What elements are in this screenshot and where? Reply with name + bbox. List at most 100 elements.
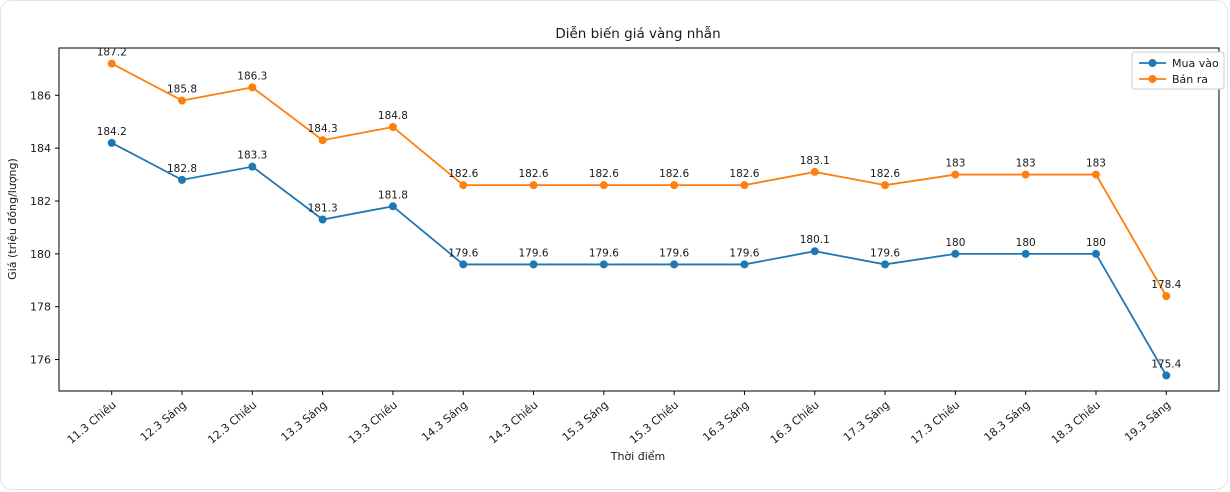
data-point-marker bbox=[459, 260, 468, 269]
data-point-marker bbox=[670, 181, 679, 190]
y-axis-ticks: 176 178 180 182 184 186 bbox=[30, 89, 59, 367]
data-point-marker bbox=[1021, 249, 1030, 258]
data-point-marker bbox=[178, 175, 187, 184]
data-point-label: 184.3 bbox=[308, 123, 338, 135]
series-bán-ra: 187.2 185.8 186.3 184.3 184.8 182.6 182.6 182.6… bbox=[97, 47, 1182, 301]
x-tick-label: 15.3 Sáng bbox=[560, 398, 611, 444]
data-point-label: 182.6 bbox=[448, 168, 478, 180]
data-point-marker bbox=[178, 96, 187, 105]
x-tick-label: 16.3 Chiều bbox=[768, 398, 822, 446]
data-point-marker bbox=[318, 136, 327, 145]
legend-marker-mua-vao bbox=[1148, 59, 1157, 67]
data-point-marker bbox=[529, 260, 538, 269]
legend: Mua vào Bán ra bbox=[1131, 51, 1225, 90]
x-tick-label: 15.3 Chiều bbox=[627, 398, 681, 446]
x-tick-label: 14.3 Chiều bbox=[487, 398, 541, 446]
data-point-label: 185.8 bbox=[167, 84, 197, 96]
data-point-label: 187.2 bbox=[97, 47, 127, 59]
y-tick-label: 182 bbox=[30, 195, 51, 208]
data-point-marker bbox=[248, 83, 257, 92]
data-point-label: 180 bbox=[1086, 237, 1106, 249]
data-point-marker bbox=[318, 215, 327, 224]
data-point-label: 175.4 bbox=[1151, 358, 1181, 370]
x-tick-label: 12.3 Sáng bbox=[138, 398, 189, 444]
data-point-marker bbox=[459, 181, 468, 190]
y-tick-label: 176 bbox=[30, 354, 51, 367]
data-point-label: 179.6 bbox=[589, 247, 619, 259]
data-point-marker bbox=[881, 181, 890, 190]
data-point-label: 183 bbox=[1016, 158, 1036, 170]
data-point-marker bbox=[810, 247, 819, 256]
x-tick-label: 17.3 Sáng bbox=[841, 398, 892, 444]
y-tick-label: 186 bbox=[30, 89, 51, 102]
data-point-marker bbox=[107, 138, 116, 147]
data-point-marker bbox=[599, 181, 608, 190]
data-point-marker bbox=[951, 249, 960, 258]
data-point-label: 183.1 bbox=[800, 155, 830, 167]
y-tick-label: 180 bbox=[30, 248, 51, 261]
data-point-label: 182.6 bbox=[519, 168, 549, 180]
data-point-label: 182.6 bbox=[659, 168, 689, 180]
y-axis-title: Giá (triệu đồng/lượng) bbox=[6, 158, 19, 280]
data-point-marker bbox=[1162, 371, 1171, 380]
data-point-marker bbox=[388, 202, 397, 211]
data-point-label: 182.6 bbox=[729, 168, 759, 180]
data-point-label: 180.1 bbox=[800, 234, 830, 246]
y-tick-label: 184 bbox=[30, 142, 51, 155]
data-point-label: 186.3 bbox=[237, 70, 267, 82]
data-point-label: 183.3 bbox=[237, 150, 267, 162]
x-tick-label: 18.3 Chiều bbox=[1049, 398, 1103, 446]
data-point-label: 179.6 bbox=[870, 247, 900, 259]
legend-marker-ban-ra bbox=[1148, 75, 1157, 83]
legend-label-ban-ra: Bán ra bbox=[1172, 73, 1208, 86]
plot-area bbox=[58, 47, 1220, 392]
data-point-label: 180 bbox=[1016, 237, 1036, 249]
y-tick-label: 178 bbox=[30, 301, 51, 314]
x-axis-title: Thời điểm bbox=[610, 450, 666, 463]
data-point-label: 181.8 bbox=[378, 189, 408, 201]
chart-title: Diễn biến giá vàng nhẫn bbox=[555, 25, 720, 42]
data-point-label: 179.6 bbox=[729, 247, 759, 259]
x-axis-ticks: 11.3 Chiều 12.3 Sáng 12.3 Chiều 13.3 Sáng 13… bbox=[65, 391, 1173, 447]
data-point-marker bbox=[1021, 170, 1030, 179]
data-point-marker bbox=[740, 260, 749, 269]
x-tick-label: 12.3 Chiều bbox=[205, 398, 259, 446]
x-tick-label: 11.3 Chiều bbox=[65, 398, 119, 446]
data-point-label: 183 bbox=[945, 158, 965, 170]
series-line bbox=[111, 62, 1168, 297]
data-point-label: 183 bbox=[1086, 158, 1106, 170]
data-point-label: 182.6 bbox=[589, 168, 619, 180]
x-tick-label: 13.3 Sáng bbox=[279, 398, 330, 444]
data-point-marker bbox=[1091, 249, 1100, 258]
legend-item-ban-ra: Bán ra bbox=[1139, 73, 1208, 86]
data-point-label: 179.6 bbox=[448, 247, 478, 259]
data-point-marker bbox=[599, 260, 608, 269]
legend-item-mua-vao: Mua vào bbox=[1139, 57, 1219, 70]
data-point-marker bbox=[1091, 170, 1100, 179]
data-point-marker bbox=[1162, 292, 1171, 301]
data-point-marker bbox=[670, 260, 679, 269]
series-group: 184.2 182.8 183.3 181.3 181.8 179.6 179.6 179.6… bbox=[97, 47, 1182, 380]
data-point-label: 184.8 bbox=[378, 110, 408, 122]
x-tick-label: 17.3 Chiều bbox=[908, 398, 962, 446]
data-point-marker bbox=[881, 260, 890, 269]
data-point-marker bbox=[810, 167, 819, 176]
data-point-marker bbox=[107, 59, 116, 68]
legend-label-mua-vao: Mua vào bbox=[1172, 57, 1219, 70]
data-point-label: 179.6 bbox=[659, 247, 689, 259]
series-line bbox=[111, 142, 1168, 376]
data-point-marker bbox=[951, 170, 960, 179]
data-point-label: 184.2 bbox=[97, 126, 127, 138]
data-point-label: 179.6 bbox=[519, 247, 549, 259]
data-point-marker bbox=[248, 162, 257, 171]
data-point-label: 180 bbox=[945, 237, 965, 249]
data-point-label: 181.3 bbox=[308, 203, 338, 215]
data-point-label: 182.8 bbox=[167, 163, 197, 175]
data-point-marker bbox=[529, 181, 538, 190]
data-point-label: 182.6 bbox=[870, 168, 900, 180]
x-tick-label: 16.3 Sáng bbox=[700, 398, 751, 444]
x-tick-label: 19.3 Sáng bbox=[1122, 398, 1173, 444]
data-point-marker bbox=[388, 123, 397, 132]
x-tick-label: 14.3 Sáng bbox=[419, 398, 470, 444]
